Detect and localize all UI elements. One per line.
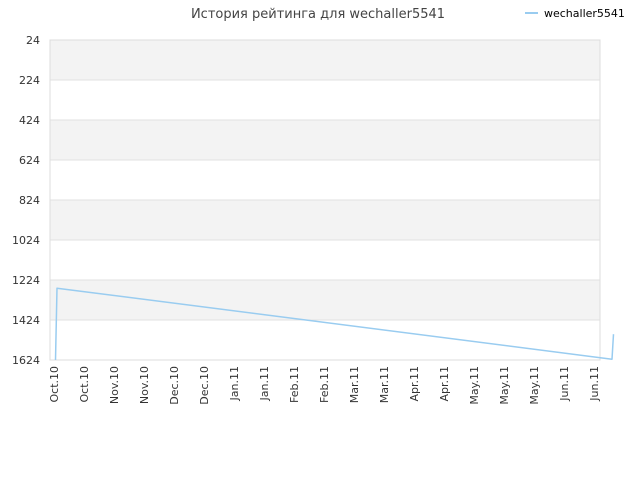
x-tick-label: Mar.11 bbox=[348, 366, 361, 403]
x-tick-label: Jun.11 bbox=[588, 366, 601, 402]
series-layer bbox=[54, 287, 615, 361]
x-axis-ticks: Oct.10 Oct.10 Nov.10 Nov.10 Dec.10 Dec.10 Jan.… bbox=[48, 366, 601, 405]
y-tick-label: 1224 bbox=[12, 274, 40, 287]
x-tick-label: Jan.11 bbox=[228, 366, 241, 401]
plot-band bbox=[50, 240, 600, 280]
plot-frame bbox=[49, 39, 601, 361]
plot-band bbox=[50, 200, 600, 240]
x-tick-label: May.11 bbox=[468, 366, 481, 405]
plot-band bbox=[50, 120, 600, 160]
legend: wechaller5541 bbox=[525, 7, 625, 20]
x-tick-label: Jun.11 bbox=[558, 366, 571, 402]
chart-title: История рейтинга для wechaller5541 bbox=[191, 7, 445, 22]
x-tick-label: Apr.11 bbox=[408, 366, 421, 402]
x-tick-label: Dec.10 bbox=[168, 366, 181, 405]
x-tick-label: May.11 bbox=[528, 366, 541, 405]
plot-band bbox=[50, 40, 600, 80]
plot-band bbox=[50, 80, 600, 120]
x-tick-label: Feb.11 bbox=[318, 366, 331, 403]
x-tick-label: Apr.11 bbox=[438, 366, 451, 402]
y-tick-label: 824 bbox=[19, 194, 40, 207]
y-tick-label: 224 bbox=[19, 74, 40, 87]
y-tick-label: 1024 bbox=[12, 234, 40, 247]
y-tick-label: 1624 bbox=[12, 354, 40, 367]
y-tick-label: 424 bbox=[19, 114, 40, 127]
x-tick-label: Jan.11 bbox=[258, 366, 271, 401]
x-tick-label: Mar.11 bbox=[378, 366, 391, 403]
y-tick-label: 624 bbox=[19, 154, 40, 167]
x-tick-label: May.11 bbox=[498, 366, 511, 405]
legend-label-wechaller5541: wechaller5541 bbox=[544, 7, 625, 20]
plot-band bbox=[50, 160, 600, 200]
y-tick-label: 24 bbox=[26, 34, 40, 47]
x-tick-label: Oct.10 bbox=[78, 366, 91, 403]
plot-background-bands bbox=[50, 40, 600, 360]
y-tick-label: 1424 bbox=[12, 314, 40, 327]
y-axis-ticks: 24 224 424 624 824 1024 1224 1424 1624 bbox=[12, 34, 40, 367]
x-tick-label: Nov.10 bbox=[138, 366, 151, 404]
x-tick-label: Oct.10 bbox=[48, 366, 61, 403]
plot-band bbox=[50, 280, 600, 320]
plot-band bbox=[50, 320, 600, 360]
series-line-wechaller5541 bbox=[54, 287, 615, 361]
x-tick-label: Feb.11 bbox=[288, 366, 301, 403]
x-tick-label: Dec.10 bbox=[198, 366, 211, 405]
x-tick-label: Nov.10 bbox=[108, 366, 121, 404]
